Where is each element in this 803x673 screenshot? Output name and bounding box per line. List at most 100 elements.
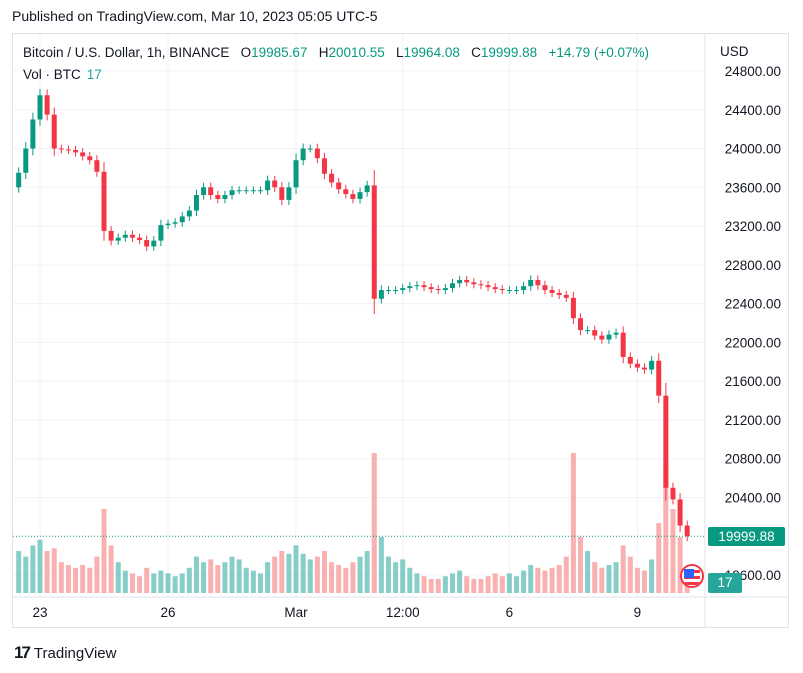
y-tick-label: 24000.00 — [725, 142, 781, 157]
candle-body — [407, 286, 413, 289]
volume-bar — [193, 556, 199, 593]
candle-body — [23, 148, 29, 173]
candle-body — [229, 190, 235, 196]
candle-body — [570, 297, 576, 319]
volume-bar — [23, 556, 29, 593]
candle-body — [378, 290, 384, 299]
candle-body — [393, 290, 399, 292]
volume-bar — [115, 562, 121, 593]
candle-body — [293, 160, 299, 188]
candle-body — [670, 487, 676, 500]
candle-body — [108, 230, 114, 241]
x-tick-label: 9 — [634, 605, 642, 620]
low-label: L — [396, 45, 404, 60]
volume-bar — [492, 573, 498, 593]
candle-body — [414, 285, 420, 287]
volume-bar — [556, 565, 562, 593]
candle-body — [129, 234, 135, 238]
candle-body — [663, 395, 669, 488]
volume-bar — [570, 453, 576, 593]
us-flag-icon[interactable] — [680, 564, 704, 588]
candle-body — [442, 288, 448, 291]
candle-body — [222, 195, 228, 199]
volume-bar — [620, 545, 626, 593]
candle-body — [186, 210, 192, 217]
candle-body — [286, 187, 292, 200]
candle-body — [179, 216, 185, 223]
close-value: 19999.88 — [480, 45, 538, 60]
candle-body — [137, 237, 143, 241]
volume-bar — [286, 553, 292, 593]
x-tick-label: 6 — [506, 605, 514, 620]
candle-body — [471, 282, 477, 285]
candle-body — [307, 148, 313, 150]
volume-bar — [457, 570, 463, 593]
volume-bar — [250, 570, 256, 593]
candle-body — [58, 148, 64, 150]
volume-bar — [578, 537, 584, 593]
y-tick-label: 21600.00 — [725, 374, 781, 389]
candle-body — [115, 237, 121, 241]
volume-bar — [535, 567, 541, 593]
candle-body — [357, 192, 363, 199]
y-tick-label: 22800.00 — [725, 258, 781, 273]
candle-body — [585, 330, 591, 332]
candle-body — [421, 285, 427, 288]
volume-bar — [94, 556, 100, 593]
volume-bar — [649, 559, 655, 593]
candle-body — [400, 288, 406, 291]
volume-legend: Vol · BTC 17 — [23, 67, 102, 82]
y-tick-label: 24400.00 — [725, 103, 781, 118]
currency-label[interactable]: USD — [720, 44, 749, 59]
candle-body — [606, 334, 612, 340]
candle-body — [528, 279, 534, 287]
volume-bar — [229, 556, 235, 593]
candle-body — [122, 234, 128, 238]
candle-body — [44, 95, 50, 115]
candle-body — [535, 279, 541, 286]
candle-body — [350, 194, 356, 199]
volume-bar — [51, 548, 57, 593]
candle-body — [457, 279, 463, 284]
footer-brand[interactable]: 17 TradingView — [14, 643, 116, 663]
volume-bar — [499, 576, 505, 593]
candle-body — [599, 335, 605, 340]
volume-bar — [514, 576, 520, 593]
volume-bar — [129, 573, 135, 593]
tradingview-logo-icon: 17 — [14, 643, 31, 662]
x-tick-label: 26 — [161, 605, 176, 620]
candle-body — [578, 318, 584, 331]
candle-body — [101, 171, 107, 231]
volume-bar — [222, 562, 228, 593]
volume-bar — [677, 537, 683, 593]
volume-bar — [471, 579, 477, 593]
candle-body — [144, 240, 150, 247]
volume-bar — [108, 545, 114, 593]
volume-bar — [151, 573, 157, 593]
candle-body — [329, 173, 335, 183]
y-tick-label: 22000.00 — [725, 335, 781, 350]
candle-body — [556, 292, 562, 295]
candle-body — [449, 283, 455, 289]
volume-bar — [329, 562, 335, 593]
chart-frame — [12, 33, 789, 628]
candle-body — [613, 332, 619, 335]
symbol-legend: Bitcoin / U.S. Dollar, 1h, BINANCE O1998… — [23, 45, 649, 60]
candle-body — [321, 158, 327, 174]
volume-bar — [137, 576, 143, 593]
volume-bar — [407, 567, 413, 593]
volume-bar — [528, 565, 534, 593]
candle-body — [265, 180, 271, 191]
candle-body — [151, 240, 157, 247]
high-value: 20010.55 — [328, 45, 385, 60]
candle-body — [464, 279, 470, 283]
candle-body — [592, 330, 598, 336]
volume-bar — [627, 556, 633, 593]
volume-bar — [293, 545, 299, 593]
volume-bar — [307, 559, 313, 593]
y-tick-label: 21200.00 — [725, 413, 781, 428]
volume-label: Vol · BTC — [23, 67, 81, 82]
candle-body — [656, 360, 662, 396]
